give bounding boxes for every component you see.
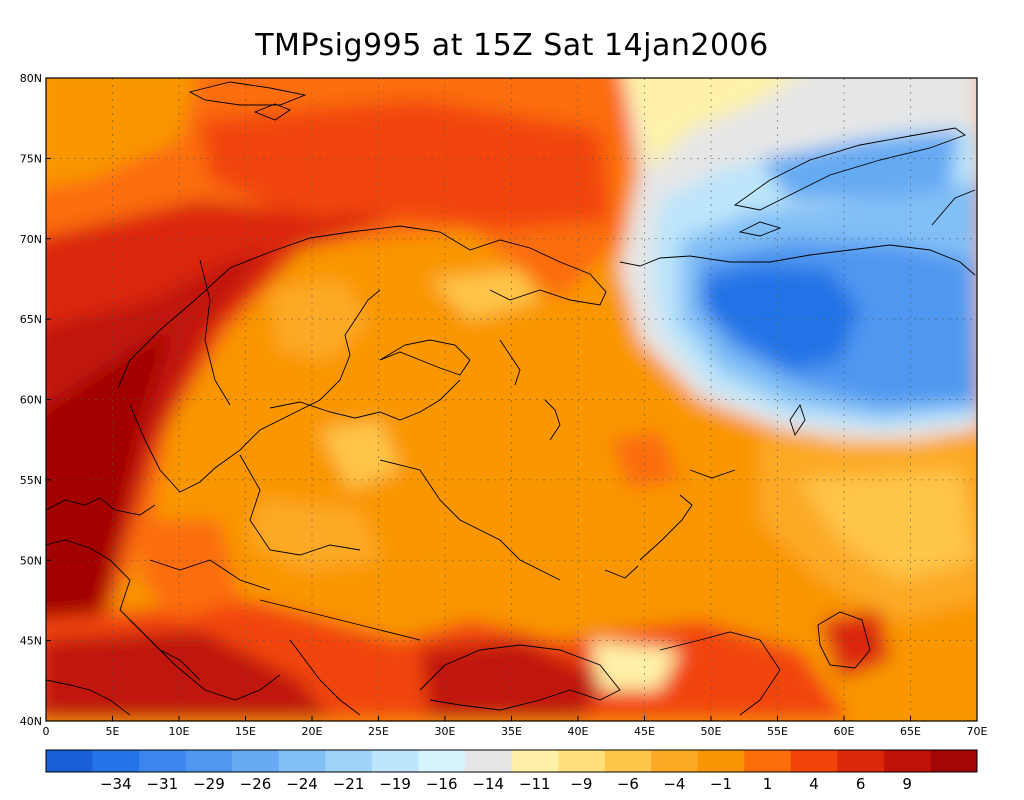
colorbar-swatch [418, 750, 466, 772]
x-axis-tick-labels: 0 5E 10E 15E 20E 25E 30E 35E 40E 45E 50E 55E 60E 65E 7… [43, 716, 988, 738]
colorbar-label: 6 [856, 775, 866, 793]
graticule [46, 78, 977, 721]
y-tick-label: 40N [20, 715, 42, 728]
colorbar-swatch [697, 750, 745, 772]
colorbar-label: −4 [663, 775, 685, 793]
x-tick-label: 0 [43, 725, 50, 738]
colorbar-swatch [92, 750, 140, 772]
colorbar-swatch [46, 750, 93, 772]
colorbar-swatch [651, 750, 698, 772]
x-tick-label: 30E [435, 725, 456, 738]
colorbar-swatch [464, 750, 512, 772]
x-tick-label: 25E [368, 725, 389, 738]
colorbar-swatch [744, 750, 792, 772]
y-tick-label: 45N [20, 635, 42, 648]
colorbar-swatch [604, 750, 652, 772]
x-tick-label: 55E [767, 725, 788, 738]
chart-title: TMPsig995 at 15Z Sat 14jan2006 [255, 28, 769, 63]
x-tick-label: 45E [634, 725, 655, 738]
colorbar-label: 4 [809, 775, 819, 793]
colorbar-label: −26 [240, 775, 272, 793]
colorbar-swatch [511, 750, 559, 772]
colorbar-label: −29 [193, 775, 225, 793]
colorbar-swatch [185, 750, 233, 772]
colorbar-label: −19 [379, 775, 411, 793]
colorbar-swatch [278, 750, 326, 772]
colorbar-label: −14 [472, 775, 504, 793]
y-tick-label: 80N [20, 72, 42, 85]
x-tick-label: 5E [106, 725, 120, 738]
colorbar-label: −1 [710, 775, 732, 793]
x-tick-label: 65E [900, 725, 921, 738]
colorbar-label: −6 [617, 775, 639, 793]
temperature-shading [46, 78, 977, 721]
colorbar-swatch [139, 750, 186, 772]
x-tick-label: 60E [834, 725, 855, 738]
y-axis-tick-labels: 40N 45N 50N 55N 60N 65N 70N 75N 80N [20, 72, 51, 728]
colorbar-swatch [837, 750, 885, 772]
colorbar-swatch [325, 750, 373, 772]
x-tick-label: 15E [235, 725, 256, 738]
colorbar-legend: −34 −31 −29 −26 −24 −21 −19 −16 −14 −11 −9 −6 −4 −1 1 4… [45, 749, 978, 793]
y-tick-label: 50N [20, 554, 42, 567]
x-tick-label: 50E [701, 725, 722, 738]
x-tick-label: 35E [501, 725, 522, 738]
temperature-field [46, 78, 977, 721]
x-tick-label: 10E [169, 725, 190, 738]
y-tick-label: 65N [20, 313, 42, 326]
colorbar-swatch [883, 750, 931, 772]
x-tick-label: 40E [568, 725, 589, 738]
colorbar-label: −21 [333, 775, 365, 793]
colorbar-swatch [790, 750, 838, 772]
y-tick-label: 70N [20, 233, 42, 246]
coastlines [46, 81, 976, 716]
x-tick-label: 20E [302, 725, 323, 738]
colorbar-label: −24 [286, 775, 318, 793]
y-tick-label: 60N [20, 394, 42, 407]
y-tick-label: 55N [20, 474, 42, 487]
colorbar-swatch [371, 750, 419, 772]
colorbar-label: 9 [902, 775, 912, 793]
colorbar-swatch [558, 750, 605, 772]
colorbar-swatch [232, 750, 280, 772]
colorbar-label: −31 [147, 775, 179, 793]
x-tick-label: 70E [967, 725, 988, 738]
colorbar-label: −11 [519, 775, 551, 793]
colorbar-label: −34 [100, 775, 132, 793]
colorbar-frame [45, 749, 978, 773]
y-tick-label: 75N [20, 152, 42, 165]
colorbar-swatch [930, 750, 978, 772]
colorbar-label: −16 [426, 775, 458, 793]
colorbar-label: 1 [763, 775, 773, 793]
colorbar-label: −9 [570, 775, 592, 793]
